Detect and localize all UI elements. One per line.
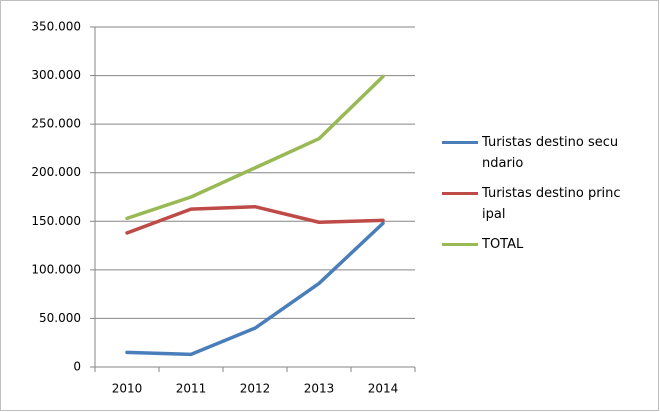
legend-swatch bbox=[442, 192, 478, 195]
legend-item: TOTAL bbox=[442, 234, 622, 255]
legend-label: Turistas destino secundario bbox=[482, 135, 619, 171]
x-tick-label: 2011 bbox=[176, 382, 207, 396]
legend: Turistas destino secundario Turistas dest… bbox=[442, 132, 622, 264]
legend-swatch bbox=[442, 243, 478, 246]
y-tick-label: 300.000 bbox=[31, 68, 81, 82]
y-tick-label: 100.000 bbox=[31, 262, 81, 276]
y-tick-label: 250.000 bbox=[31, 117, 81, 131]
y-tick-label: 0 bbox=[73, 360, 81, 374]
legend-item: Turistas destino principal bbox=[442, 183, 622, 225]
series-line bbox=[125, 221, 385, 357]
legend-label: Turistas destino principal bbox=[482, 186, 621, 222]
x-tick-label: 2013 bbox=[304, 382, 335, 396]
y-tick-label: 350.000 bbox=[31, 20, 81, 34]
x-tick-label: 2010 bbox=[112, 382, 143, 396]
legend-item: Turistas destino secundario bbox=[442, 132, 622, 174]
y-tick-label: 200.000 bbox=[31, 165, 81, 179]
y-tick-label: 150.000 bbox=[31, 214, 81, 228]
series-line bbox=[125, 204, 385, 235]
legend-label: TOTAL bbox=[482, 237, 524, 252]
series-line bbox=[125, 74, 385, 221]
legend-swatch bbox=[442, 141, 478, 144]
x-tick-label: 2012 bbox=[240, 382, 271, 396]
x-tick-label: 2014 bbox=[368, 382, 399, 396]
y-tick-label: 50.000 bbox=[39, 311, 81, 325]
